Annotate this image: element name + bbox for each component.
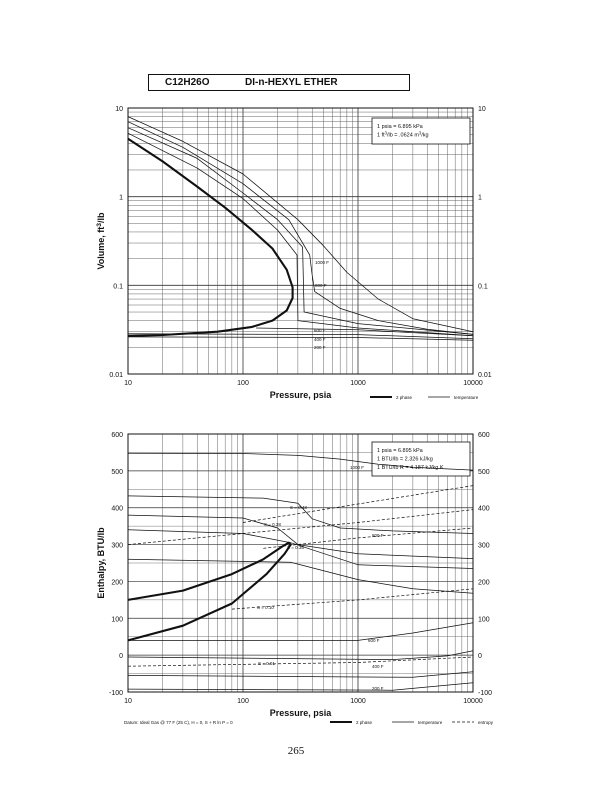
entropy-label: S = 0.10 [257, 605, 274, 610]
y-axis-label: Enthalpy, BTU/lb [96, 527, 106, 599]
isotherm-line [127, 650, 474, 660]
isotherm-label: 800 F [372, 533, 384, 538]
isotherm-label: 200 F [314, 345, 326, 350]
y-tick-label: 600 [111, 432, 123, 439]
isotherm-line [127, 333, 474, 340]
entropy-label: S = 0.38 [264, 522, 281, 527]
isotherm-line [127, 514, 474, 559]
isotherm-line [127, 682, 474, 691]
isotherm-line [127, 452, 474, 471]
isotherm-line [256, 327, 474, 337]
isotherm-line [127, 336, 474, 341]
entropy-label: S = 0.35 [287, 545, 304, 550]
y-tick-label-right: 0 [478, 653, 482, 660]
y-tick-label: 0 [119, 653, 123, 660]
y-tick-label: 0.1 [113, 283, 123, 290]
entropy-line [127, 656, 474, 667]
y-tick-label-right: 400 [478, 506, 490, 513]
y-tick-label: 500 [111, 469, 123, 476]
x-axis-label: Pressure, psia [270, 708, 333, 718]
entropy-label: S = 0.43 [290, 505, 307, 510]
x-tick-label: 100 [237, 698, 249, 705]
x-tick-label: 10 [124, 380, 132, 387]
isotherm-label: 600 F [368, 638, 380, 643]
conversion-text: 1 ft3/lb = .0624 m3/kg [377, 130, 429, 139]
compound-name: DI-n-HEXYL ETHER [245, 77, 338, 88]
y-tick-label-right: 0.1 [478, 283, 488, 290]
chart-title-box: C12H26O DI-n-HEXYL ETHER [148, 74, 410, 91]
x-tick-label: 10000 [463, 380, 483, 387]
y-tick-label: 0.01 [109, 372, 123, 379]
two-phase-curve [127, 137, 294, 337]
isotherm-line [127, 671, 474, 678]
x-tick-label: 1000 [350, 698, 366, 705]
entropy-line [263, 527, 474, 549]
legend2-two-phase-label: 2 phase [356, 720, 373, 725]
x-tick-label: 1000 [350, 380, 366, 387]
conversion-text: 1 BTU/lb R = 4.187 kJ/kg K [377, 465, 444, 471]
isotherm-line [127, 121, 474, 335]
isotherm-label: 400 F [314, 337, 326, 342]
isotherm-line [127, 558, 474, 594]
legend-two-phase-label: 2 phase [396, 395, 413, 400]
y-tick-label-right: 300 [478, 543, 490, 550]
two-phase-curve [127, 541, 292, 642]
y-tick-label: 10 [115, 106, 123, 113]
legend2-entropy-label: entropy [478, 720, 494, 725]
y-tick-label-right: 500 [478, 469, 490, 476]
plot-frame [127, 107, 474, 375]
isotherm-line [127, 529, 474, 569]
conversion-box [371, 117, 471, 145]
page-number: 265 [287, 745, 305, 757]
y-tick-label-right: 200 [478, 579, 490, 586]
x-tick-label: 10000 [463, 698, 483, 705]
y-tick-label: -100 [109, 690, 123, 697]
isotherm-line [127, 132, 474, 337]
conversion-text: 1 psia = 6.895 kPa [377, 124, 424, 130]
conversion-text: 1 psia = 6.895 kPa [377, 448, 424, 454]
y-tick-label: 100 [111, 616, 123, 623]
isotherm-line [127, 495, 474, 534]
y-tick-label-right: 10 [478, 106, 486, 113]
x-tick-label: 10 [124, 698, 132, 705]
isotherm-label: 600 F [314, 328, 326, 333]
y-tick-label: 1 [119, 195, 123, 202]
isotherm-line [127, 127, 474, 335]
volume-chart [127, 107, 474, 375]
y-axis-label: Volume, ft3/lb [96, 212, 107, 270]
y-tick-label-right: -100 [478, 690, 492, 697]
chemical-formula: C12H26O [165, 77, 210, 88]
datum-note: Datum: Ideal Gas @ 77 F (25 C), H = 0, S… [124, 720, 233, 725]
y-tick-label: 400 [111, 506, 123, 513]
plot-frame [127, 433, 474, 693]
x-tick-label: 100 [237, 380, 249, 387]
legend2-temperature-label: temperature [418, 720, 443, 725]
isotherm-label: 1000 F [315, 260, 329, 265]
y-tick-label-right: 1 [478, 195, 482, 202]
isotherm-label: 400 F [372, 664, 384, 669]
y-tick-label-right: 600 [478, 432, 490, 439]
isotherm-label: 1000 F [350, 465, 364, 470]
y-tick-label: 300 [111, 543, 123, 550]
isotherm-label: 200 F [372, 686, 384, 691]
enthalpy-chart [127, 433, 474, 693]
entropy-line [242, 485, 474, 523]
legend-temperature-label: temperature [454, 395, 479, 400]
isotherm-line [127, 116, 474, 333]
y-tick-label-right: 100 [478, 616, 490, 623]
entropy-label: S = 0.01 [258, 661, 275, 666]
conversion-text: 1 BTU/lb = 2.326 kJ/kg [377, 457, 433, 463]
y-tick-label: 200 [111, 579, 123, 586]
conversion-box [371, 441, 471, 477]
y-tick-label-right: 0.01 [478, 372, 492, 379]
isotherm-label: 800 F [315, 283, 327, 288]
isotherm-line [128, 622, 474, 641]
entropy-line [127, 509, 474, 545]
x-axis-label: Pressure, psia [270, 390, 333, 400]
entropy-line [231, 588, 474, 610]
